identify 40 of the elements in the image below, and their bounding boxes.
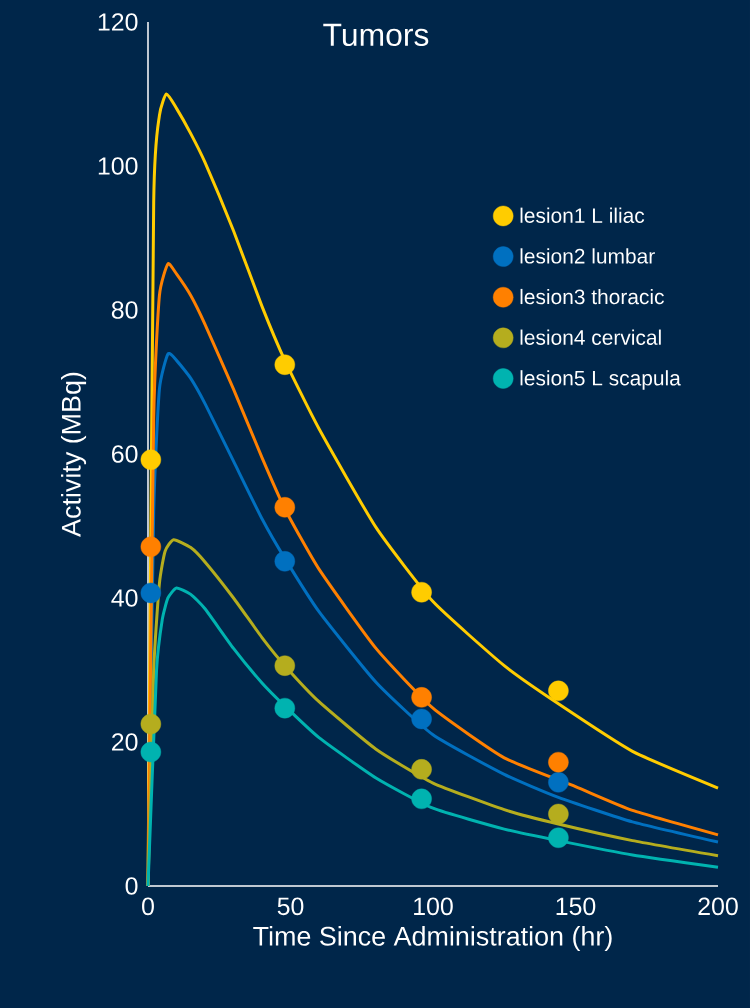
point <box>140 713 162 735</box>
legend-label: lesion4 cervical <box>520 329 661 345</box>
y-axis-title: Activity (MBq) <box>61 372 87 537</box>
y-tick-label: 0 <box>125 877 138 895</box>
y-tick-label: 100 <box>98 157 138 175</box>
point <box>548 803 569 825</box>
point <box>140 582 162 604</box>
point <box>274 497 295 518</box>
point <box>140 449 162 470</box>
legend-label: lesion3 thoracic <box>520 288 664 305</box>
point <box>411 687 432 708</box>
point <box>274 551 295 572</box>
legend-label: lesion1 L iliac <box>520 207 645 223</box>
point <box>548 772 569 793</box>
point <box>548 827 569 848</box>
x-tick-label: 200 <box>698 897 738 916</box>
point <box>411 759 432 780</box>
point <box>548 751 569 773</box>
x-tick-label: 0 <box>142 897 154 916</box>
legend-label: lesion2 lumbar <box>520 248 655 264</box>
point <box>274 697 295 719</box>
point <box>548 680 569 702</box>
y-tick-label: 40 <box>111 589 138 607</box>
point <box>274 354 295 375</box>
y-tick-label: 60 <box>112 445 138 463</box>
legend-label: lesion5 L scapula <box>520 370 681 390</box>
chart-title: Tumors <box>323 23 429 47</box>
x-tick-label: 50 <box>277 897 304 916</box>
x-tick-label: 150 <box>556 897 596 916</box>
point <box>411 582 432 603</box>
y-tick-label: 20 <box>112 733 138 751</box>
point <box>274 655 295 676</box>
x-axis-title: Time Since Administration (hr) <box>253 925 612 952</box>
point <box>140 536 162 558</box>
point <box>140 741 162 763</box>
x-tick-label: 100 <box>414 897 453 916</box>
point <box>411 788 432 810</box>
point <box>411 708 432 730</box>
y-tick-label: 120 <box>98 13 138 31</box>
y-tick-label: 80 <box>111 301 138 319</box>
